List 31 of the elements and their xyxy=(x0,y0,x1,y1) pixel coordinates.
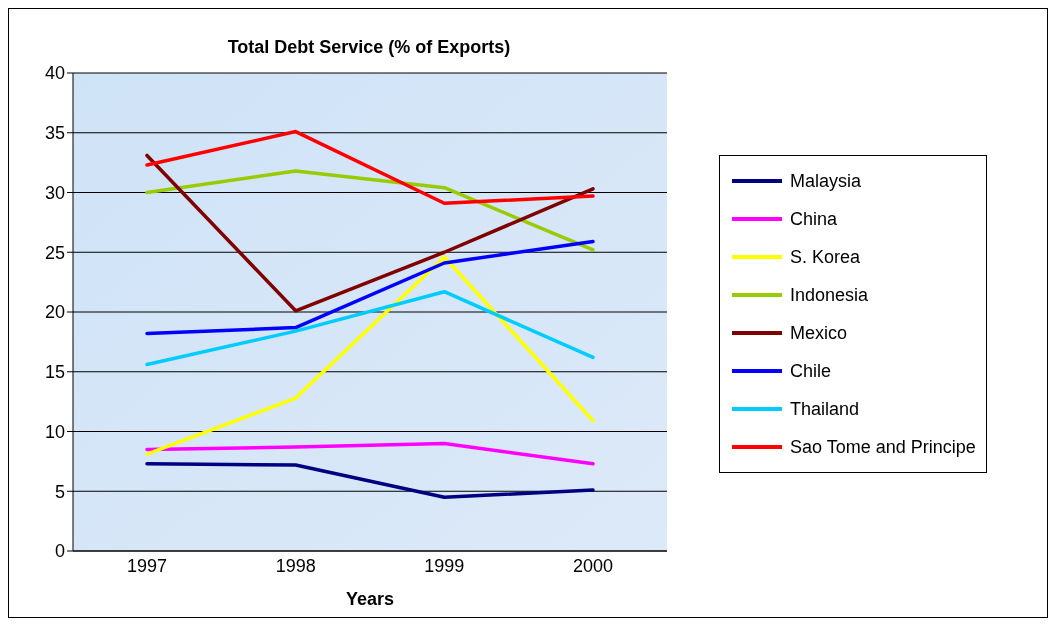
y-tick-label: 35 xyxy=(44,123,65,144)
line-series xyxy=(145,289,595,367)
chart-title: Total Debt Service (% of Exports) xyxy=(226,37,512,58)
x-tick-label: 1998 xyxy=(275,555,316,576)
x-tick-label: 1997 xyxy=(126,555,168,576)
line-series xyxy=(145,153,595,313)
y-tick-label: 15 xyxy=(44,362,65,383)
y-tick-label: 25 xyxy=(44,242,65,263)
line-series xyxy=(145,239,595,336)
y-tick-label: 30 xyxy=(44,182,65,203)
legend-label: Chile xyxy=(790,360,832,382)
legend-label: Indonesia xyxy=(790,284,869,306)
line-series xyxy=(145,255,595,456)
y-tick-label: 10 xyxy=(44,421,65,442)
y-tick-label: 40 xyxy=(44,63,65,84)
legend-label: Thailand xyxy=(790,398,860,420)
line-series xyxy=(145,462,595,499)
x-tick-label: 1999 xyxy=(424,555,465,576)
x-axis-title: Years xyxy=(345,589,395,609)
line-series xyxy=(145,129,595,206)
legend-label: S. Korea xyxy=(790,246,861,268)
line-series xyxy=(145,441,595,466)
legend-label: Sao Tome and Principe xyxy=(790,436,976,458)
legend-label: China xyxy=(790,208,838,230)
y-tick-label: 0 xyxy=(54,541,65,562)
legend-label: Mexico xyxy=(790,322,848,344)
y-tick-label: 20 xyxy=(44,302,65,323)
x-tick-label: 2000 xyxy=(572,555,614,576)
y-tick-label: 5 xyxy=(54,481,65,502)
legend-label: Malaysia xyxy=(790,170,862,192)
line-series xyxy=(145,169,595,252)
